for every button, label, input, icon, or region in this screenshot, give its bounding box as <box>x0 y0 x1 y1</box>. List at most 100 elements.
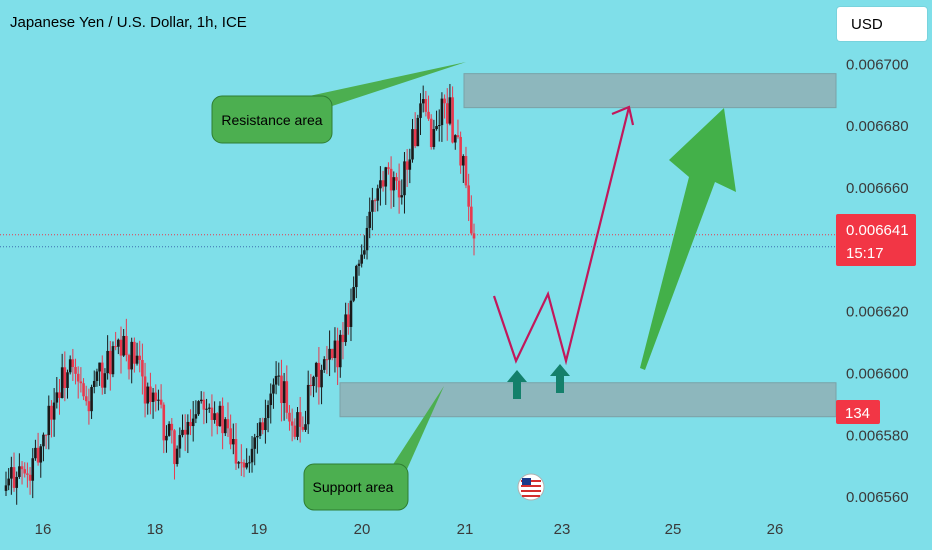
candle-body <box>248 462 251 464</box>
candle-body <box>293 425 297 437</box>
candle-body <box>357 263 361 266</box>
candle-body <box>320 369 323 388</box>
candle-body <box>189 421 192 427</box>
candle-body <box>355 265 358 288</box>
candle-body <box>301 426 305 430</box>
candle-body <box>10 467 13 479</box>
candle-body <box>90 387 93 412</box>
candle-body <box>130 341 133 370</box>
candle-body <box>82 383 85 397</box>
candle-body <box>47 405 51 436</box>
candle-body <box>432 129 436 147</box>
candle-body <box>288 412 291 422</box>
candle-body <box>456 135 460 137</box>
candle-body <box>138 355 142 360</box>
candle-body <box>122 335 125 356</box>
candle-body <box>229 428 232 445</box>
candle-body <box>87 401 91 412</box>
x-tick-label: 18 <box>147 521 164 538</box>
candle-body <box>141 359 144 377</box>
candle-body <box>467 185 470 207</box>
candle-body <box>272 384 275 394</box>
candle-body <box>26 473 29 475</box>
us-flag-icon[interactable] <box>517 473 545 501</box>
candle-body <box>108 350 112 375</box>
support-zone <box>339 382 837 418</box>
candle-body <box>365 227 369 251</box>
candle-body <box>178 435 182 449</box>
candle-body <box>76 373 80 382</box>
candle-body <box>462 156 465 166</box>
candle-body <box>269 393 273 406</box>
up-arrow-marker-1 <box>507 370 527 399</box>
candle-body <box>379 180 382 189</box>
projection-path <box>492 106 631 366</box>
candle-body <box>376 188 380 201</box>
candle-body <box>20 466 24 470</box>
candle-body <box>381 180 385 187</box>
x-tick-label: 19 <box>251 521 268 538</box>
candle-body <box>92 380 96 388</box>
candle-body <box>157 399 160 401</box>
support-callout-pointer <box>392 386 444 476</box>
candle-body <box>79 381 83 384</box>
candle-body <box>226 419 230 429</box>
candle-body <box>408 159 412 170</box>
candle-body <box>165 435 168 441</box>
candle-body <box>119 339 123 356</box>
candle-body <box>392 177 396 191</box>
candle-body <box>159 399 163 405</box>
candle-body <box>146 386 150 404</box>
candle-body <box>266 405 270 419</box>
y-axis: 0.006700 0.006680 0.006660 0.006620 0.006600… <box>846 56 909 506</box>
candle-body <box>427 111 430 119</box>
x-tick-label: 20 <box>354 521 371 538</box>
candle-body <box>42 434 45 447</box>
resistance-label: Resistance area <box>221 112 322 128</box>
candle-body <box>277 375 281 377</box>
candle-body <box>213 413 216 420</box>
candle-body <box>459 136 462 166</box>
candle-body <box>373 200 377 202</box>
candle-body <box>175 448 179 465</box>
candle-body <box>317 362 321 388</box>
candle-body <box>218 405 222 427</box>
up-arrow-marker-2 <box>550 364 570 393</box>
support-label: Support area <box>313 479 394 495</box>
candle-body <box>400 195 404 198</box>
candle-body <box>127 355 131 370</box>
candle-body <box>280 375 283 404</box>
resistance-callout-pointer <box>300 62 466 110</box>
candle-body <box>413 129 417 147</box>
candle-body <box>470 206 473 234</box>
candle-body <box>162 404 166 441</box>
candle-body <box>133 341 136 364</box>
candle-body <box>237 462 240 464</box>
candle-body <box>181 429 184 436</box>
candle-body <box>114 346 117 348</box>
x-tick-label: 26 <box>767 521 784 538</box>
candle-body <box>296 412 299 437</box>
price-tag-value: 0.006641 <box>846 222 909 239</box>
candle-body <box>151 392 155 403</box>
candle-body <box>258 422 262 436</box>
candle-body <box>448 97 452 124</box>
candle-body <box>234 439 238 464</box>
candle-body <box>210 407 214 420</box>
projection-arrowhead <box>611 105 635 126</box>
candle-body <box>125 335 128 356</box>
candle-body <box>68 359 72 373</box>
candle-body <box>202 399 206 410</box>
candle-body <box>199 399 203 402</box>
candle-body <box>371 200 374 212</box>
candle-body <box>384 167 388 187</box>
candle-body <box>397 180 401 198</box>
currency-button[interactable]: USD <box>837 7 927 41</box>
y-tick-label: 0.006620 <box>846 304 909 321</box>
candle-body <box>389 168 393 191</box>
candle-body <box>173 430 176 465</box>
candle-body <box>419 103 422 118</box>
candle-body <box>183 429 187 435</box>
candle-body <box>240 462 243 464</box>
